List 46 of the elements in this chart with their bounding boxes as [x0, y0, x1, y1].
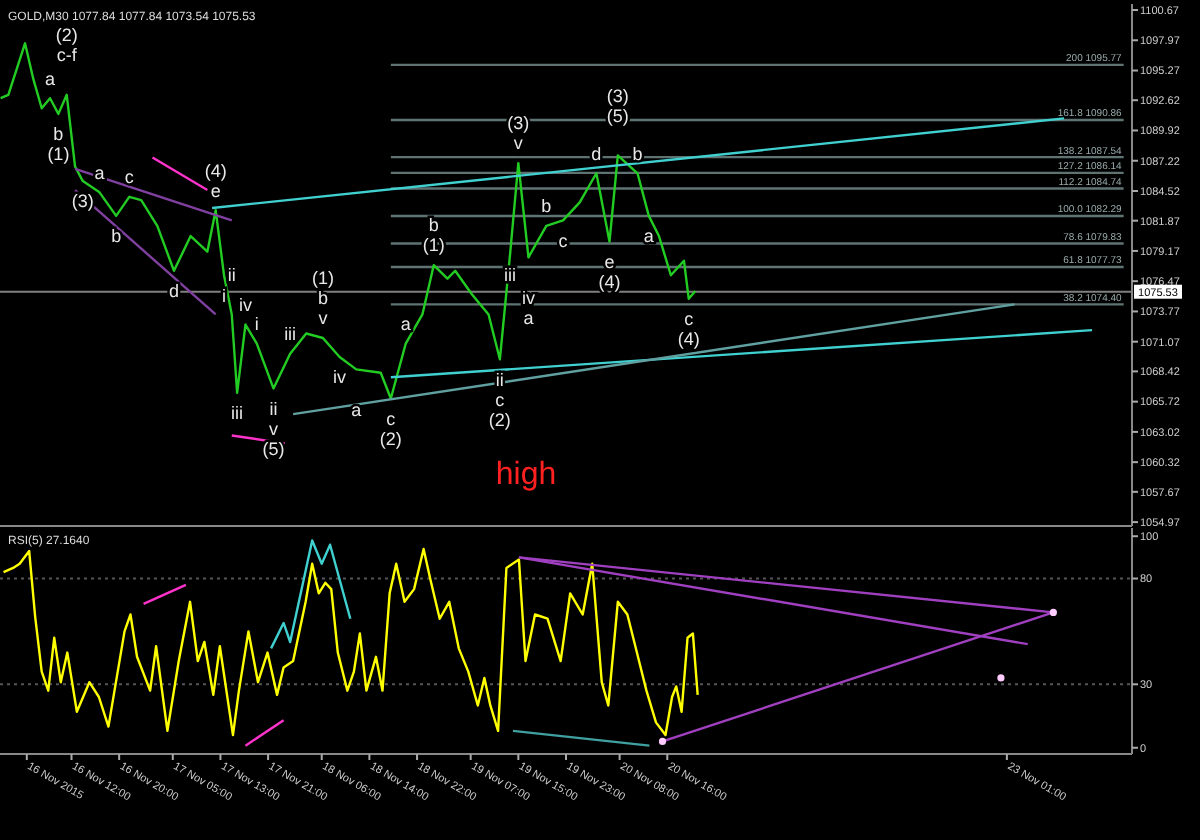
annotation: a — [400, 313, 411, 334]
annotation: (5) — [262, 438, 285, 459]
annotation: c — [386, 408, 397, 429]
annotation: (2) — [379, 428, 402, 449]
annotation: (4) — [677, 329, 700, 350]
annotation: high — [495, 458, 557, 492]
annotation: (1) — [311, 268, 334, 289]
annotation: b — [53, 124, 64, 145]
annotation: b — [111, 226, 122, 247]
annotation: (1) — [422, 235, 445, 256]
annotation: (3) — [507, 113, 530, 134]
annotation: c-f — [56, 45, 78, 66]
annotation: b — [632, 143, 643, 164]
annotation: (2) — [55, 25, 78, 46]
annotation: (2) — [488, 409, 511, 430]
annotation: a — [351, 399, 362, 420]
annotation: iv — [521, 287, 536, 308]
annotation: ii — [227, 264, 236, 285]
annotation: v — [268, 418, 279, 439]
annotation: (4) — [204, 160, 227, 181]
annotation: c — [558, 230, 569, 251]
annotation: (1) — [47, 144, 70, 165]
annotation: b — [317, 288, 328, 309]
annotation: iv — [333, 367, 348, 388]
annotation: (5) — [606, 105, 629, 126]
annotation: c — [684, 309, 695, 330]
annotation: iv — [238, 294, 253, 315]
annotation: a — [643, 226, 654, 247]
annotation: a — [45, 68, 56, 89]
annotation: iii — [231, 403, 244, 424]
annotation: i — [222, 285, 227, 306]
annotation: b — [541, 196, 552, 217]
annotation: a — [523, 307, 534, 328]
annotation: b — [428, 215, 439, 236]
annotation: iii — [284, 323, 297, 344]
annotation: c — [124, 167, 135, 188]
annotation: e — [210, 180, 221, 201]
annotation: d — [591, 143, 602, 164]
annotation: v — [513, 133, 524, 154]
annotation: i — [254, 313, 259, 334]
annotation: ii — [269, 398, 278, 419]
annotation: (4) — [598, 271, 621, 292]
annotation: e — [604, 251, 615, 272]
annotation: (3) — [606, 85, 629, 106]
annotation: v — [318, 308, 329, 329]
annotation: c — [495, 389, 506, 410]
